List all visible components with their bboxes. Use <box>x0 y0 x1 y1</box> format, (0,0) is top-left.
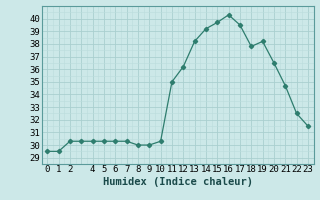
X-axis label: Humidex (Indice chaleur): Humidex (Indice chaleur) <box>103 177 252 187</box>
